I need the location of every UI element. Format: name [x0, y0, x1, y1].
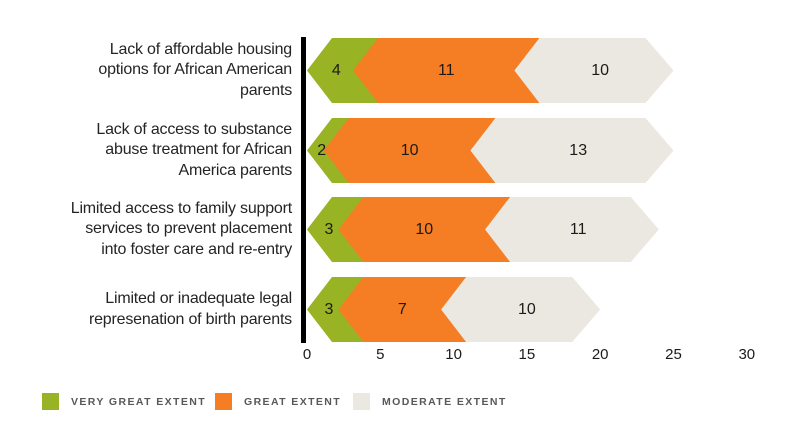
x-axis-tick-label: 15 [518, 346, 536, 363]
bar-value-label: 10 [591, 61, 610, 79]
bar-segment-great-extent [323, 118, 496, 183]
category-label-line: Lack of affordable housing [109, 40, 292, 58]
bar-segment-moderate-extent [470, 118, 673, 183]
bar-value-label: 13 [569, 141, 588, 159]
legend-swatch-great-extent [215, 393, 232, 410]
legend-label: MODERATE EXTENT [382, 395, 507, 408]
x-axis-tick-label: 30 [738, 346, 756, 363]
category-label-line: options for African American [98, 61, 292, 79]
category-label-line: parents [240, 81, 292, 99]
bar-value-label: 2 [317, 141, 327, 159]
bar-segment-moderate-extent [441, 277, 600, 342]
bar-value-label: 3 [324, 300, 334, 318]
bar-row: 3 10 11 [307, 197, 663, 262]
legend-label: GREAT EXTENT [244, 395, 342, 408]
bar-value-label: 4 [331, 61, 341, 79]
bar-value-label: 10 [415, 220, 434, 238]
y-axis-line [301, 37, 306, 343]
category-label-line: Limited access to family support [70, 199, 292, 217]
category-label-line: represenation of birth parents [88, 310, 292, 328]
x-axis-tick-label: 25 [665, 346, 682, 363]
category-label-line: America parents [178, 161, 293, 179]
category-label-line: Limited or inadequate legal [105, 290, 292, 307]
bar-value-label: 3 [324, 220, 334, 238]
x-axis-tick-label: 0 [302, 346, 312, 363]
bar-value-label: 11 [569, 220, 587, 238]
bar-row: 3 7 10 [307, 277, 604, 342]
bar-value-label: 10 [400, 141, 419, 159]
legend-item-moderate-extent: MODERATE EXTENT [353, 393, 507, 410]
legend-swatch-very-great-extent [42, 393, 59, 410]
bar-segment-great-extent [338, 197, 511, 262]
legend-item-great-extent: GREAT EXTENT [215, 393, 341, 410]
category-label: Lack of affordable housing options for Af… [0, 38, 292, 103]
category-label: Lack of access to substance abuse treatme… [0, 118, 292, 183]
category-label: Limited or inadequate legal represenation… [0, 277, 292, 342]
bar-segment-great-extent [353, 38, 540, 103]
bar-row: 4 11 10 [307, 38, 678, 103]
bar-segment-moderate-extent [514, 38, 673, 103]
bar-segment-moderate-extent [485, 197, 659, 262]
bar-value-label: 7 [397, 300, 407, 318]
legend-label: VERY GREAT EXTENT [71, 395, 207, 408]
category-label: Limited access to family support services… [0, 197, 292, 262]
x-axis-tick-label: 20 [591, 346, 609, 363]
bar-row: 2 10 13 [307, 118, 678, 183]
legend-item-very-great-extent: VERY GREAT EXTENT [42, 393, 206, 410]
x-axis-tick-label: 5 [376, 346, 385, 363]
x-axis-tick-label: 10 [445, 346, 462, 363]
bar-value-label: 10 [517, 300, 536, 318]
category-label-line: into foster care and re-entry [101, 240, 292, 258]
category-label-line: services to prevent placement [85, 220, 292, 238]
bar-value-label: 11 [437, 61, 455, 79]
category-label-line: Lack of access to substance [96, 120, 292, 138]
category-label-line: abuse treatment for African [105, 141, 292, 159]
legend-swatch-moderate-extent [353, 393, 370, 410]
